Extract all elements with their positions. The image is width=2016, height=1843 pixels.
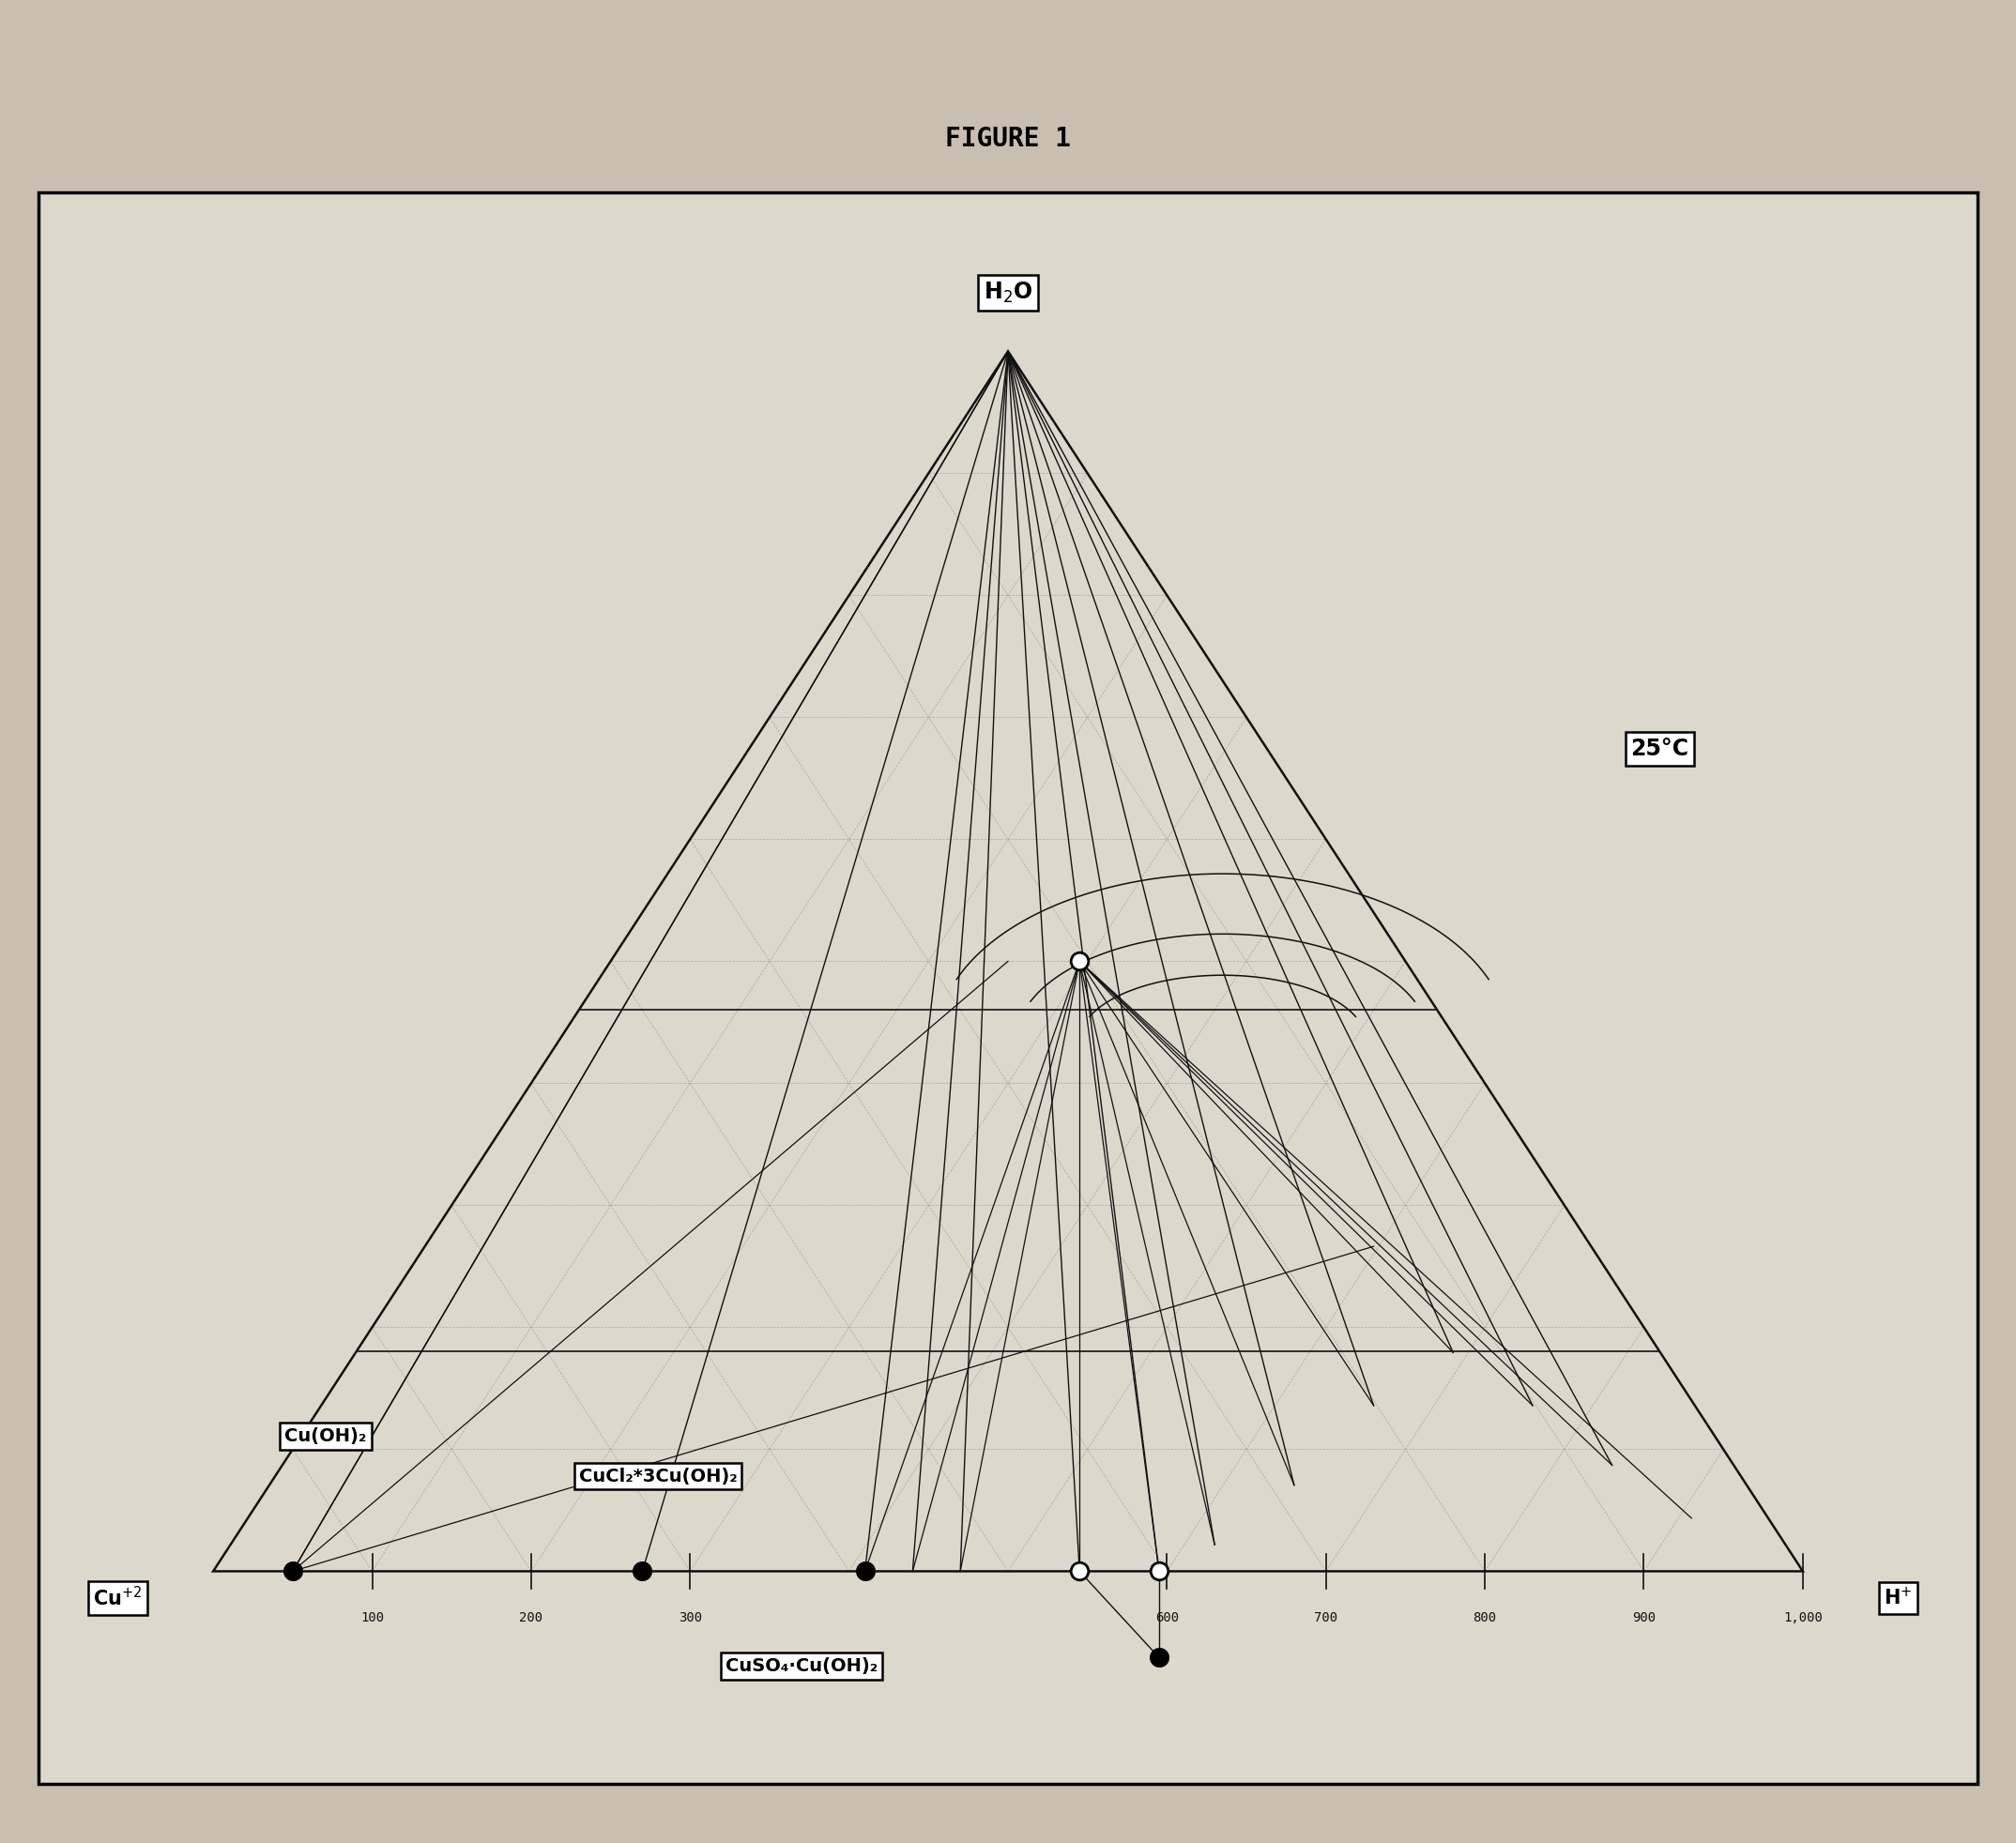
Text: 100: 100 [361,1611,383,1624]
Text: 200: 200 [520,1611,542,1624]
Text: 25°C: 25°C [1631,737,1689,761]
Text: CuSO₄·Cu(OH)₂: CuSO₄·Cu(OH)₂ [726,1657,877,1675]
Text: Cu$^{+2}$: Cu$^{+2}$ [93,1587,143,1609]
Point [1062,1557,1095,1587]
Point [1143,1642,1175,1672]
Text: 800: 800 [1474,1611,1496,1624]
FancyBboxPatch shape [38,192,1978,1784]
Text: 300: 300 [677,1611,702,1624]
Point [1062,947,1095,977]
Text: 1,000: 1,000 [1784,1611,1822,1624]
Text: CuCl₂*3Cu(OH)₂: CuCl₂*3Cu(OH)₂ [579,1467,738,1485]
Text: Cu(OH)₂: Cu(OH)₂ [284,1428,367,1445]
Text: H$^{+}$: H$^{+}$ [1885,1587,1913,1609]
Text: 600: 600 [1155,1611,1179,1624]
Point [627,1557,659,1587]
Text: FIGURE 1: FIGURE 1 [946,125,1070,153]
Point [849,1557,881,1587]
Point [276,1557,308,1587]
Text: 700: 700 [1314,1611,1339,1624]
Text: 900: 900 [1633,1611,1655,1624]
Point [1143,1557,1175,1587]
Text: H$_2$O: H$_2$O [984,280,1032,304]
